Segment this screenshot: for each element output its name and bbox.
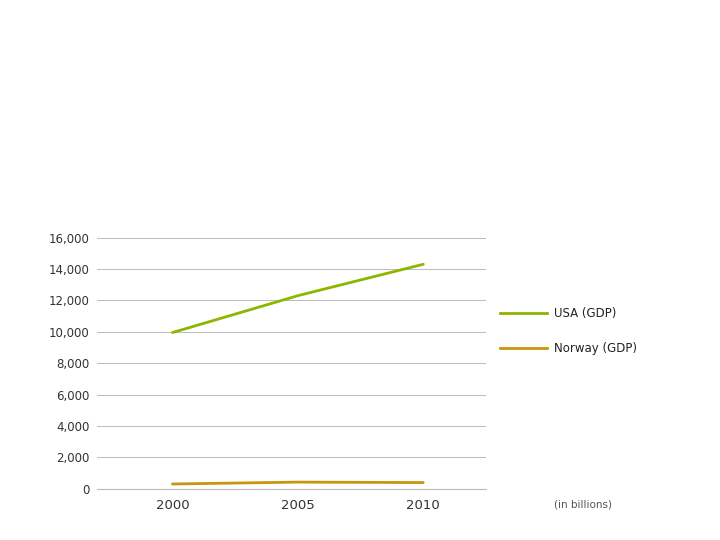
Text: Norway (GDP): Norway (GDP) xyxy=(554,342,637,355)
Text: Economic Statistics: Economic Statistics xyxy=(65,144,340,168)
Text: (GDP Comparison): (GDP Comparison) xyxy=(65,188,323,212)
Text: USA (GDP): USA (GDP) xyxy=(554,307,617,320)
Text: (in billions): (in billions) xyxy=(554,500,613,510)
